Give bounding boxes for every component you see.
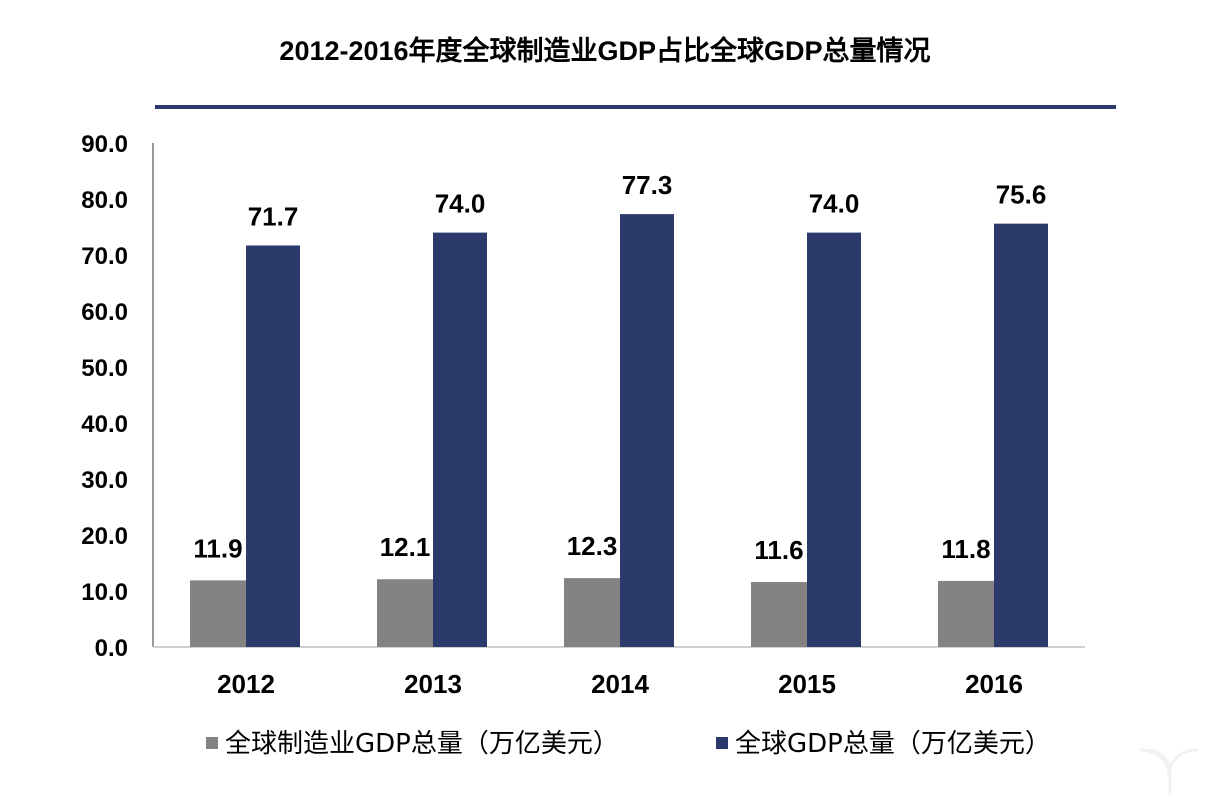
data-label: 74.0 (435, 189, 486, 219)
bar-global-2013 (433, 232, 487, 647)
data-label: 11.6 (754, 535, 803, 565)
bar-manufacturing-2013 (377, 579, 433, 647)
y-tick-label: 50.0 (81, 355, 128, 382)
bar-manufacturing-2015 (751, 582, 807, 647)
legend-swatch (716, 737, 728, 749)
bar-manufacturing-2014 (564, 578, 620, 647)
x-tick-label: 2015 (778, 669, 836, 699)
y-tick-label: 90.0 (81, 131, 128, 158)
bar-global-2015 (807, 232, 861, 647)
data-label: 12.3 (567, 531, 618, 561)
x-tick-label: 2012 (217, 669, 275, 699)
watermark-logo (1139, 748, 1199, 795)
data-label: 74.0 (809, 189, 860, 219)
y-tick-label: 0.0 (95, 635, 128, 662)
bar-global-2012 (246, 245, 300, 648)
data-label: 12.1 (380, 532, 431, 562)
y-tick-label: 70.0 (81, 243, 128, 270)
bar-global-2014 (620, 214, 674, 647)
y-tick-label: 60.0 (81, 299, 128, 326)
bar-manufacturing-2012 (190, 580, 246, 647)
data-label: 77.3 (622, 170, 673, 200)
bar-manufacturing-2016 (938, 580, 994, 647)
title-rule (155, 105, 1116, 109)
x-tick-label: 2013 (404, 669, 462, 699)
data-label: 71.7 (248, 201, 299, 231)
data-label: 11.8 (941, 534, 990, 564)
y-tick-label: 80.0 (81, 187, 128, 214)
y-tick-label: 10.0 (81, 579, 128, 606)
chart-title: 2012-2016年度全球制造业GDP占比全球GDP总量情况 (279, 35, 930, 66)
data-label: 11.9 (193, 533, 242, 563)
data-label: 75.6 (996, 180, 1047, 210)
legend-swatch (206, 737, 218, 749)
y-tick-label: 40.0 (81, 411, 128, 438)
x-tick-label: 2016 (965, 669, 1023, 699)
y-tick-label: 30.0 (81, 467, 128, 494)
x-tick-label: 2014 (591, 669, 649, 699)
legend-label: 全球制造业GDP总量（万亿美元） (225, 729, 619, 759)
bar-global-2016 (994, 223, 1048, 647)
y-tick-label: 20.0 (81, 523, 128, 550)
legend-label: 全球GDP总量（万亿美元） (735, 729, 1051, 759)
